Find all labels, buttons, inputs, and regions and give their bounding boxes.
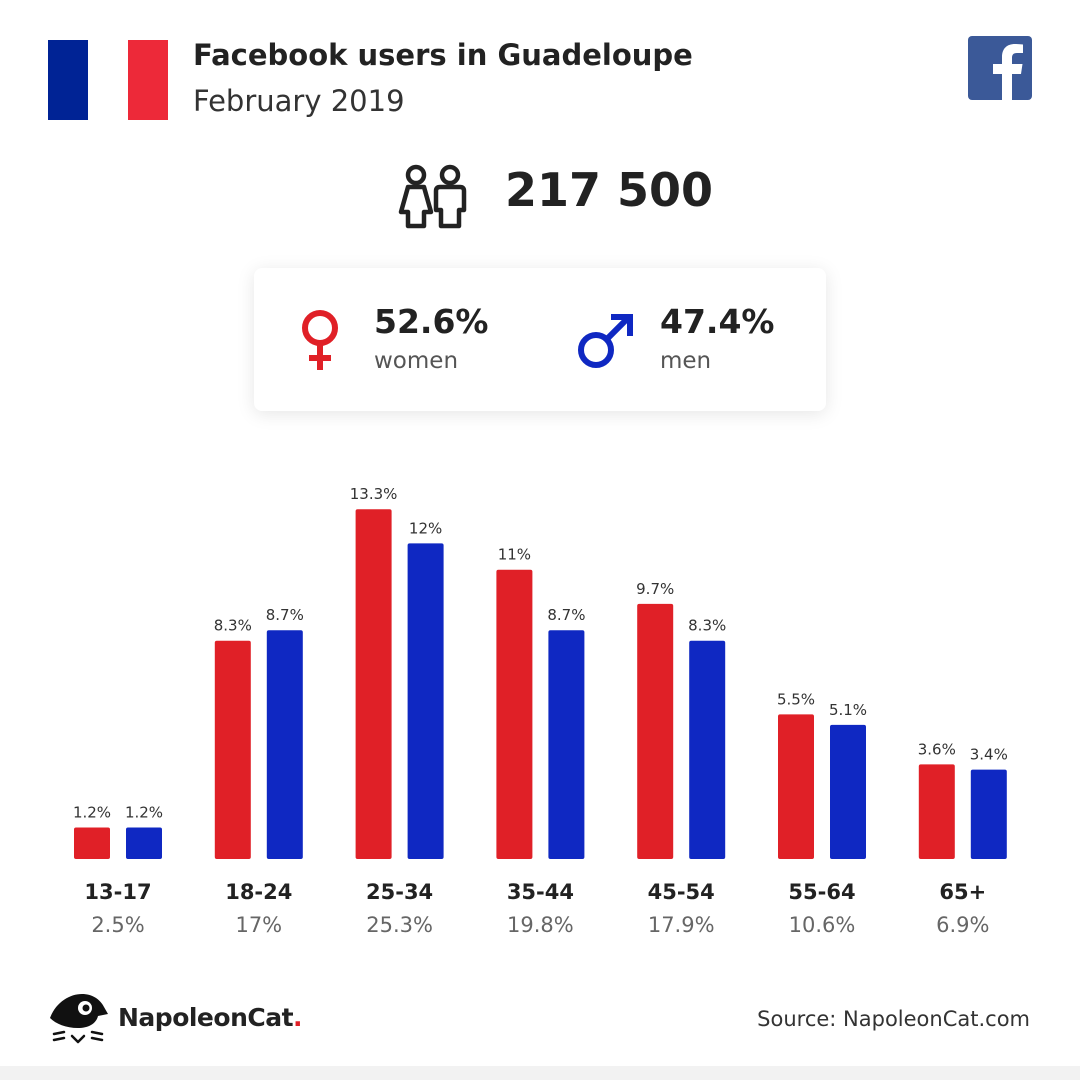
bar-women-45-54 (637, 603, 674, 859)
bar-label-men-18-24: 8.7% (266, 606, 304, 624)
bar-label-women-55-64: 5.5% (777, 690, 815, 708)
bar-men-25-34 (407, 543, 444, 859)
bar-men-65+ (970, 769, 1007, 859)
bar-label-men-45-54: 8.3% (688, 617, 726, 635)
category-label-55-64: 55-64 (788, 880, 855, 904)
women-percentage: 52.6% (374, 302, 489, 341)
flag-red-stripe (128, 40, 168, 120)
napoleoncat-logo-icon (48, 990, 110, 1046)
category-label-45-54: 45-54 (648, 880, 715, 904)
men-label: men (660, 348, 712, 374)
bar-men-13-17 (126, 827, 162, 859)
bar-label-men-65+: 3.4% (970, 746, 1008, 764)
bar-label-women-35-44: 11% (498, 546, 531, 564)
france-flag (48, 40, 168, 120)
brand-text: NapoleonCat (118, 1003, 294, 1032)
bar-label-women-45-54: 9.7% (636, 580, 674, 598)
women-label: women (374, 348, 459, 374)
bar-label-men-25-34: 12% (409, 519, 442, 537)
page-title: Facebook users in Guadeloupe (193, 38, 693, 72)
brand-dot: . (293, 1003, 303, 1032)
category-total-65+: 6.9% (936, 913, 989, 937)
page-subtitle: February 2019 (193, 84, 405, 118)
bar-label-women-65+: 3.6% (918, 740, 956, 758)
category-total-18-24: 17% (235, 913, 282, 937)
users-icon (398, 160, 470, 232)
category-label-18-24: 18-24 (225, 880, 292, 904)
bar-label-men-35-44: 8.7% (547, 606, 585, 624)
bar-label-men-55-64: 5.1% (829, 701, 867, 719)
bar-label-men-13-17: 1.2% (125, 803, 163, 821)
bar-men-18-24 (266, 630, 303, 859)
bar-women-18-24 (214, 640, 251, 859)
category-label-35-44: 35-44 (507, 880, 574, 904)
category-label-25-34: 25-34 (366, 880, 433, 904)
female-symbol-icon (298, 308, 342, 376)
bar-women-55-64 (778, 714, 814, 859)
category-label-13-17: 13-17 (84, 880, 151, 904)
brand-name: NapoleonCat. (118, 1003, 303, 1032)
bar-men-35-44 (548, 630, 585, 859)
bottom-strip (0, 1066, 1080, 1080)
bar-label-women-13-17: 1.2% (73, 803, 111, 821)
category-label-65+: 65+ (939, 880, 986, 904)
facebook-icon (968, 36, 1032, 100)
category-total-35-44: 19.8% (507, 913, 574, 937)
bar-women-65+ (918, 764, 955, 859)
category-total-25-34: 25.3% (366, 913, 433, 937)
bar-women-13-17 (74, 827, 110, 859)
category-total-55-64: 10.6% (789, 913, 856, 937)
source-credit: Source: NapoleonCat.com (757, 1007, 1030, 1031)
bar-women-25-34 (355, 509, 392, 859)
bar-label-women-25-34: 13.3% (350, 485, 398, 503)
gender-breakdown-card: 52.6% women 47.4% men (254, 268, 826, 411)
bar-men-45-54 (689, 640, 726, 859)
total-users-value: 217 500 (505, 163, 714, 217)
men-percentage: 47.4% (660, 302, 775, 341)
bar-label-women-18-24: 8.3% (214, 617, 252, 635)
male-symbol-icon (576, 312, 636, 376)
category-total-13-17: 2.5% (91, 913, 144, 937)
category-total-45-54: 17.9% (648, 913, 715, 937)
bar-women-35-44 (496, 569, 533, 859)
bar-men-55-64 (830, 724, 866, 859)
flag-blue-stripe (48, 40, 88, 120)
